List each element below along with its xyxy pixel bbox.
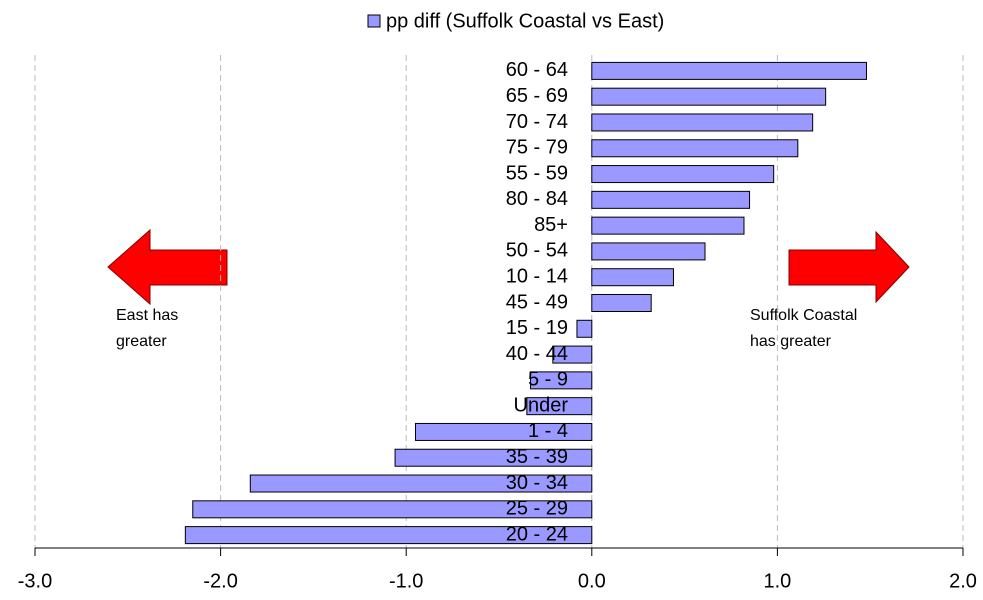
annotation: has greater <box>750 333 832 350</box>
bar <box>591 268 674 287</box>
annotation: East has <box>116 307 178 324</box>
bar <box>591 294 652 312</box>
y-tick-label: 85+ <box>534 214 568 236</box>
right-arrow <box>788 230 910 304</box>
annotation: greater <box>116 333 167 350</box>
y-tick-label: 20 - 24 <box>506 523 568 545</box>
y-tick-label: 65 - 69 <box>506 85 568 107</box>
bar <box>414 422 593 441</box>
x-tick-label: -2.0 <box>203 570 237 592</box>
bar <box>394 448 593 467</box>
bar <box>591 216 745 235</box>
bar <box>192 500 593 519</box>
bar <box>591 190 751 209</box>
legend-swatch <box>367 14 381 28</box>
y-tick-label: 5 - 9 <box>528 369 568 391</box>
bar <box>526 397 593 416</box>
bar <box>591 87 827 106</box>
y-tick-label: 25 - 29 <box>506 498 568 520</box>
bar <box>249 474 593 493</box>
left-arrow <box>107 228 228 306</box>
bar <box>552 345 593 364</box>
y-tick-label: 10 - 14 <box>506 265 568 287</box>
bar <box>591 139 799 158</box>
bar <box>530 371 593 390</box>
y-tick-label: 15 - 19 <box>506 317 568 339</box>
y-tick-label: 35 - 39 <box>506 446 568 468</box>
x-tick-label: 0.0 <box>578 570 606 592</box>
bar <box>591 113 814 132</box>
bar <box>576 319 593 338</box>
bar <box>591 165 775 184</box>
y-tick-label: 50 - 54 <box>506 240 568 262</box>
x-tick-label: -1.0 <box>389 570 423 592</box>
legend-label: pp diff (Suffolk Coastal vs East) <box>386 10 664 32</box>
x-tick-label: -3.0 <box>18 570 52 592</box>
y-tick-label: 1 - 4 <box>528 420 568 442</box>
y-tick-label: 60 - 64 <box>506 59 568 81</box>
y-tick-label: 80 - 84 <box>506 188 568 210</box>
y-tick-label: 55 - 59 <box>506 162 568 184</box>
x-tick-label: 1.0 <box>763 570 791 592</box>
y-tick-label: Under <box>514 394 569 416</box>
y-tick-label: 75 - 79 <box>506 137 568 159</box>
bar <box>591 242 706 261</box>
y-tick-label: 40 - 44 <box>506 343 568 365</box>
x-tick-label: 2.0 <box>949 570 977 592</box>
y-tick-label: 30 - 34 <box>506 472 568 494</box>
y-tick-label: 45 - 49 <box>506 291 568 313</box>
bar <box>184 526 593 545</box>
y-tick-label: 70 - 74 <box>506 111 568 133</box>
annotation: Suffolk Coastal <box>750 307 857 324</box>
bar <box>591 61 867 80</box>
